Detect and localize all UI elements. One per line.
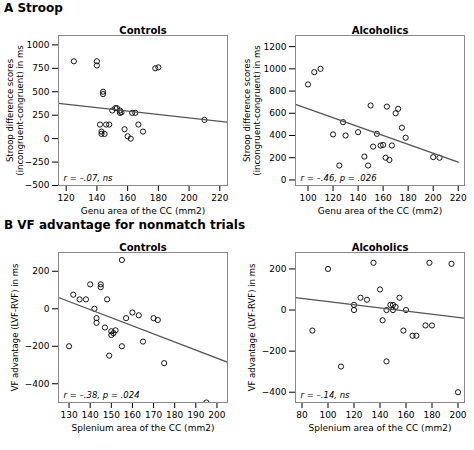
svg-text:r = –.14, ns: r = –.14, ns bbox=[301, 390, 351, 400]
svg-text:−400: −400 bbox=[262, 387, 287, 397]
svg-text:180: 180 bbox=[166, 410, 183, 420]
svg-text:Genu area of the CC (mm2): Genu area of the CC (mm2) bbox=[81, 206, 206, 216]
svg-text:120: 120 bbox=[345, 410, 362, 420]
svg-text:100: 100 bbox=[299, 193, 316, 203]
svg-text:Controls: Controls bbox=[119, 25, 166, 36]
svg-text:200: 200 bbox=[269, 153, 286, 163]
svg-text:200: 200 bbox=[449, 410, 466, 420]
svg-text:160: 160 bbox=[375, 193, 392, 203]
svg-text:160: 160 bbox=[119, 193, 136, 203]
svg-text:180: 180 bbox=[423, 410, 440, 420]
svg-text:120: 120 bbox=[324, 193, 341, 203]
svg-text:1000: 1000 bbox=[27, 40, 50, 50]
svg-text:Stroop difference scores(incon: Stroop difference scores(incongruent-con… bbox=[242, 45, 262, 176]
html-text:A Stroop: A Stroop bbox=[4, 1, 63, 15]
svg-text:180: 180 bbox=[150, 193, 167, 203]
svg-text:140: 140 bbox=[349, 193, 366, 203]
svg-text:140: 140 bbox=[88, 193, 105, 203]
svg-text:Alcoholics: Alcoholics bbox=[352, 242, 409, 253]
svg-text:200: 200 bbox=[208, 410, 225, 420]
svg-text:400: 400 bbox=[269, 130, 286, 140]
html-text:B VF advantage for nonmatch tr: B VF advantage for nonmatch trials bbox=[4, 218, 246, 232]
svg-text:140: 140 bbox=[82, 410, 99, 420]
svg-text:200: 200 bbox=[425, 193, 442, 203]
svg-text:170: 170 bbox=[145, 410, 162, 420]
svg-text:−200: −200 bbox=[25, 341, 50, 351]
svg-text:−400: −400 bbox=[25, 379, 50, 389]
svg-text:Alcoholics: Alcoholics bbox=[352, 25, 409, 36]
svg-text:1000: 1000 bbox=[264, 64, 287, 74]
svg-text:Splenium area of the CC (mm2): Splenium area of the CC (mm2) bbox=[309, 423, 452, 433]
svg-text:160: 160 bbox=[124, 410, 141, 420]
svg-text:VF advantage (LVF-RVF) in ms: VF advantage (LVF-RVF) in ms bbox=[247, 263, 257, 391]
svg-text:130: 130 bbox=[60, 410, 77, 420]
svg-text:750: 750 bbox=[32, 63, 49, 73]
svg-text:200: 200 bbox=[32, 266, 49, 276]
svg-text:Controls: Controls bbox=[119, 242, 166, 253]
svg-text:800: 800 bbox=[269, 86, 286, 96]
svg-text:−250: −250 bbox=[25, 157, 50, 167]
svg-text:VF advantage (LVF-RVF) in ms: VF advantage (LVF-RVF) in ms bbox=[10, 263, 20, 391]
svg-text:200: 200 bbox=[180, 193, 197, 203]
svg-text:0: 0 bbox=[281, 305, 287, 315]
svg-text:500: 500 bbox=[32, 87, 49, 97]
svg-text:Splenium area of the CC (mm2): Splenium area of the CC (mm2) bbox=[72, 423, 215, 433]
svg-text:140: 140 bbox=[371, 410, 388, 420]
svg-text:r = –.38, p = .024: r = –.38, p = .024 bbox=[64, 390, 140, 400]
svg-text:Genu area of the CC (mm2): Genu area of the CC (mm2) bbox=[318, 206, 443, 216]
svg-text:r = –.46, p = .026: r = –.46, p = .026 bbox=[301, 173, 378, 183]
svg-text:160: 160 bbox=[397, 410, 414, 420]
svg-text:80: 80 bbox=[296, 410, 308, 420]
svg-text:200: 200 bbox=[269, 264, 286, 274]
svg-text:0: 0 bbox=[44, 304, 50, 314]
svg-text:150: 150 bbox=[103, 410, 120, 420]
svg-text:−200: −200 bbox=[262, 346, 287, 356]
svg-text:120: 120 bbox=[58, 193, 75, 203]
svg-text:Stroop difference scores(incon: Stroop difference scores(incongruent-con… bbox=[5, 45, 25, 176]
svg-text:100: 100 bbox=[319, 410, 336, 420]
svg-text:180: 180 bbox=[400, 193, 417, 203]
svg-text:600: 600 bbox=[269, 108, 286, 118]
svg-text:0: 0 bbox=[281, 175, 287, 185]
svg-text:220: 220 bbox=[211, 193, 228, 203]
svg-text:−500: −500 bbox=[25, 180, 50, 190]
svg-text:0: 0 bbox=[44, 134, 50, 144]
svg-text:1200: 1200 bbox=[264, 41, 287, 51]
svg-text:190: 190 bbox=[187, 410, 204, 420]
svg-text:220: 220 bbox=[450, 193, 467, 203]
svg-text:r = –.07, ns: r = –.07, ns bbox=[64, 173, 114, 183]
svg-text:250: 250 bbox=[32, 110, 49, 120]
